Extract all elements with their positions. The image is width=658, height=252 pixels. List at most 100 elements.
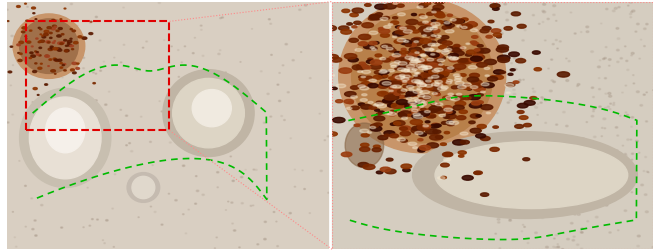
Ellipse shape	[17, 45, 20, 47]
Ellipse shape	[391, 86, 397, 88]
Ellipse shape	[373, 76, 382, 80]
Ellipse shape	[401, 49, 406, 51]
Ellipse shape	[362, 24, 374, 29]
Ellipse shape	[32, 102, 34, 103]
Ellipse shape	[419, 106, 424, 108]
Ellipse shape	[645, 157, 647, 158]
Ellipse shape	[429, 87, 441, 91]
Ellipse shape	[68, 45, 72, 47]
Ellipse shape	[174, 94, 176, 96]
Ellipse shape	[553, 6, 556, 8]
Ellipse shape	[431, 54, 435, 56]
Ellipse shape	[403, 65, 414, 69]
Ellipse shape	[512, 212, 513, 213]
Ellipse shape	[19, 161, 20, 162]
Ellipse shape	[424, 49, 433, 52]
Ellipse shape	[420, 55, 426, 57]
Ellipse shape	[12, 115, 14, 116]
Ellipse shape	[161, 224, 163, 225]
Ellipse shape	[541, 97, 544, 99]
Ellipse shape	[586, 164, 588, 165]
Ellipse shape	[409, 58, 418, 62]
Ellipse shape	[363, 165, 375, 170]
Ellipse shape	[393, 122, 401, 125]
Ellipse shape	[399, 75, 405, 77]
Ellipse shape	[551, 215, 554, 217]
Ellipse shape	[403, 30, 413, 34]
Ellipse shape	[48, 49, 53, 51]
Ellipse shape	[172, 79, 244, 148]
Ellipse shape	[626, 115, 628, 116]
Ellipse shape	[416, 65, 425, 68]
Ellipse shape	[451, 98, 460, 101]
Ellipse shape	[389, 87, 394, 89]
Ellipse shape	[14, 50, 16, 52]
Ellipse shape	[653, 90, 654, 91]
Ellipse shape	[351, 96, 357, 99]
Ellipse shape	[60, 44, 63, 45]
Ellipse shape	[385, 98, 395, 102]
Ellipse shape	[8, 72, 12, 74]
Ellipse shape	[13, 15, 85, 79]
Ellipse shape	[545, 210, 547, 211]
Ellipse shape	[415, 39, 424, 43]
Ellipse shape	[410, 120, 422, 125]
Ellipse shape	[301, 91, 312, 96]
Ellipse shape	[372, 148, 381, 152]
Ellipse shape	[486, 36, 492, 39]
Ellipse shape	[628, 162, 631, 164]
Ellipse shape	[470, 42, 477, 45]
Ellipse shape	[184, 119, 187, 121]
Ellipse shape	[441, 164, 449, 167]
Ellipse shape	[445, 70, 452, 73]
Ellipse shape	[348, 58, 359, 63]
Ellipse shape	[644, 29, 646, 30]
Ellipse shape	[394, 52, 401, 55]
Ellipse shape	[34, 220, 36, 221]
Ellipse shape	[93, 73, 94, 74]
Ellipse shape	[36, 54, 39, 56]
Ellipse shape	[442, 26, 451, 30]
Ellipse shape	[432, 9, 440, 13]
Ellipse shape	[520, 61, 522, 63]
Ellipse shape	[418, 81, 425, 84]
Ellipse shape	[216, 237, 217, 238]
Ellipse shape	[438, 74, 448, 78]
Ellipse shape	[497, 78, 499, 79]
Ellipse shape	[437, 57, 445, 61]
Ellipse shape	[544, 41, 546, 42]
Ellipse shape	[64, 50, 69, 53]
Ellipse shape	[524, 215, 526, 217]
Ellipse shape	[376, 102, 383, 105]
Ellipse shape	[393, 121, 405, 126]
Ellipse shape	[50, 64, 52, 65]
Ellipse shape	[365, 5, 371, 7]
Ellipse shape	[509, 180, 511, 181]
Ellipse shape	[430, 28, 438, 31]
Ellipse shape	[527, 242, 529, 244]
Ellipse shape	[517, 111, 524, 114]
Ellipse shape	[617, 150, 618, 151]
Ellipse shape	[359, 35, 371, 41]
Ellipse shape	[449, 57, 458, 61]
Ellipse shape	[217, 187, 218, 188]
Ellipse shape	[609, 96, 612, 98]
Ellipse shape	[635, 32, 637, 33]
Ellipse shape	[361, 144, 369, 147]
Ellipse shape	[54, 60, 58, 61]
Ellipse shape	[448, 54, 459, 58]
Ellipse shape	[389, 50, 396, 53]
Ellipse shape	[600, 156, 602, 158]
Ellipse shape	[324, 140, 326, 141]
Ellipse shape	[617, 39, 620, 40]
Ellipse shape	[218, 54, 220, 55]
Ellipse shape	[646, 171, 648, 173]
Ellipse shape	[97, 219, 98, 220]
Ellipse shape	[581, 173, 584, 175]
Ellipse shape	[434, 92, 440, 95]
Ellipse shape	[431, 76, 442, 80]
Ellipse shape	[404, 41, 409, 43]
Ellipse shape	[547, 19, 549, 21]
Ellipse shape	[59, 28, 63, 30]
Ellipse shape	[397, 27, 405, 30]
